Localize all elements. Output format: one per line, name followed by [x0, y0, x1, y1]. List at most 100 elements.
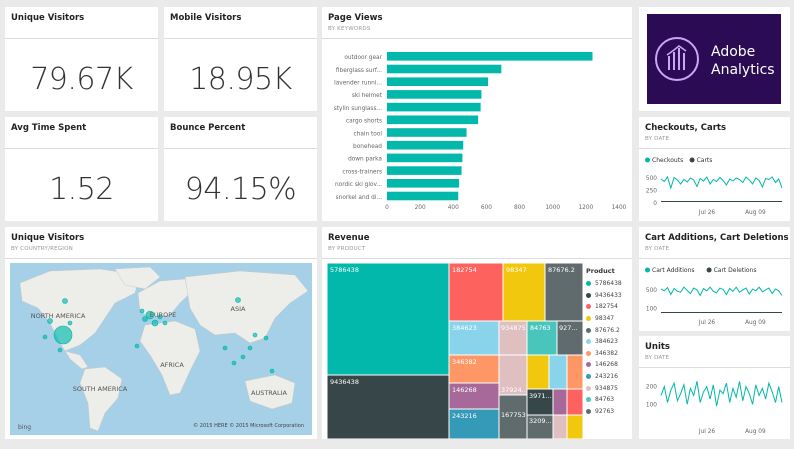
revenue-treemap[interactable]: 5786438 9436438 182754 98347 87676.2 384…	[327, 263, 583, 439]
legend-title: Product	[586, 267, 615, 275]
bar[interactable]	[387, 52, 593, 61]
tile-title: Cart Additions, Cart Deletions	[645, 233, 789, 243]
bar[interactable]	[387, 153, 463, 163]
series-line[interactable]	[660, 175, 783, 190]
treemap-label: 346382	[452, 358, 477, 366]
legend-item[interactable]: 5786438	[586, 278, 632, 290]
page-views-tile[interactable]: Page Views BY KEYWORDS outdoor gear fiber…	[322, 7, 632, 221]
adobe-analytics-tile[interactable]: Adobe Analytics	[639, 7, 790, 111]
legend-item[interactable]: 9436433	[586, 290, 632, 302]
kpi-bounce-percent-tile[interactable]: Bounce Percent 94.15%	[164, 117, 317, 221]
legend-item[interactable]: 934875	[586, 382, 632, 394]
bar[interactable]	[387, 191, 459, 201]
x-tick-label: 200	[415, 205, 426, 211]
legend-item[interactable]: 84763	[586, 394, 632, 406]
legend-label: 9436433	[595, 291, 622, 299]
legend-item[interactable]: 87676.2	[586, 324, 632, 336]
legend-item[interactable]: 384623	[586, 336, 632, 348]
x-tick-label: Aug 09	[745, 429, 766, 435]
cart-additions-tile[interactable]: Cart Additions, Cart Deletions BY DATE C…	[639, 227, 790, 331]
bar-category-label: lavender runni...	[334, 81, 382, 87]
legend-item[interactable]: 243216	[586, 371, 632, 383]
bar[interactable]	[387, 90, 482, 99]
treemap-label: 927...	[559, 324, 578, 332]
y-tick-label: 100	[646, 306, 657, 312]
bar[interactable]	[387, 166, 462, 175]
legend-marker	[586, 362, 591, 368]
treemap-block	[556, 320, 583, 356]
units-tile[interactable]: Units BY DATE 100 200 Jul 26 Aug 09	[639, 336, 790, 439]
x-tick-label: 600	[481, 205, 492, 211]
checkouts-carts-line-chart[interactable]: Checkouts Carts 0 250 500 Jul 26 Aug 09	[639, 117, 790, 221]
legend-label: 5786438	[595, 280, 622, 288]
bar[interactable]	[387, 179, 460, 188]
legend-marker	[586, 374, 591, 380]
cart-additions-line-chart[interactable]: Cart Additions Cart Deletions 100 500 Jul 26…	[639, 227, 790, 331]
treemap-block	[552, 388, 568, 416]
tile-title: Units	[645, 342, 670, 352]
legend-item[interactable]: 182754	[586, 301, 632, 313]
kpi-mobile-visitors-tile[interactable]: Mobile Visitors 18.95K	[164, 7, 317, 111]
tile-subtitle: BY KEYWORDS	[328, 26, 371, 32]
treemap-label: 5786438	[330, 266, 359, 274]
bar[interactable]	[387, 115, 479, 125]
series-line[interactable]	[660, 381, 783, 407]
adobe-brand-line1: Adobe	[711, 44, 756, 60]
legend-item[interactable]: 92763	[586, 406, 632, 418]
bar-category-label: nordic ski glov...	[335, 182, 382, 188]
map-label-south-america: SOUTH AMERICA	[73, 385, 128, 393]
bar-category-label: down parka	[348, 157, 382, 163]
africa-shape	[139, 320, 201, 396]
y-tick-label: 500	[646, 288, 657, 294]
divider	[322, 38, 632, 39]
treemap-label: 243216	[452, 412, 477, 420]
tile-title: Unique Visitors	[11, 13, 85, 23]
legend-item[interactable]: 98347	[586, 313, 632, 325]
divider	[639, 367, 790, 368]
treemap-label: 167753	[501, 411, 526, 419]
world-map[interactable]: NORTH AMERICA EUROPE ASIA AFRICA SOUTH A…	[10, 263, 312, 435]
treemap-block	[566, 388, 583, 416]
revenue-tile[interactable]: Revenue BY PRODUCT	[322, 227, 632, 439]
legend-label: 146268	[595, 361, 618, 369]
checkouts-carts-tile[interactable]: Checkouts, Carts BY DATE Checkouts Carts 0…	[639, 117, 790, 221]
tile-subtitle: BY DATE	[645, 136, 670, 142]
kpi-value: 1.52	[49, 172, 114, 207]
bar[interactable]	[387, 64, 502, 74]
legend-marker	[586, 316, 591, 322]
legend-label: 182754	[595, 303, 618, 311]
bar[interactable]	[387, 128, 467, 137]
x-tick-label: 1400	[612, 205, 627, 211]
tile-subtitle: BY DATE	[645, 355, 670, 361]
bar[interactable]	[387, 77, 489, 86]
units-line-chart[interactable]: 100 200 Jul 26 Aug 09	[639, 336, 790, 439]
legend-marker	[586, 385, 591, 391]
kpi-unique-visitors-tile[interactable]: Unique Visitors 79.67K	[5, 7, 158, 111]
map-label-europe: EUROPE	[150, 311, 177, 319]
bar-category-label: cargo shorts	[346, 119, 382, 125]
bar-category-label: outdoor gear	[344, 55, 382, 61]
x-tick-label: 1200	[578, 205, 593, 211]
y-tick-label: 100	[646, 402, 657, 408]
tile-subtitle: BY DATE	[645, 246, 670, 252]
treemap-block	[544, 263, 583, 322]
bar[interactable]	[387, 102, 481, 112]
treemap-label: 37924...	[501, 386, 528, 394]
legend-label: 92763	[595, 407, 615, 415]
divider	[322, 258, 632, 259]
kpi-avg-time-tile[interactable]: Avg Time Spent 1.52	[5, 117, 158, 221]
treemap-block	[448, 408, 500, 439]
visitors-map-tile[interactable]: Unique Visitors BY COUNTRY/REGION	[5, 227, 317, 439]
legend-label: 84763	[595, 396, 615, 404]
adobe-brand-line2: Analytics	[711, 62, 775, 78]
bar-category-label: snorkel and di...	[336, 195, 383, 201]
series-line[interactable]	[660, 286, 783, 297]
page-views-bar-chart[interactable]: outdoor gear fiberglass surf... lavender r…	[322, 7, 632, 221]
treemap-label: 9436438	[330, 378, 359, 386]
bar[interactable]	[387, 140, 464, 150]
legend-item[interactable]: 346382	[586, 348, 632, 360]
x-tick-label: Jul 26	[698, 210, 716, 216]
legend-label: 384623	[595, 338, 618, 346]
legend-label: 98347	[595, 315, 615, 323]
legend-item[interactable]: 146268	[586, 359, 632, 371]
